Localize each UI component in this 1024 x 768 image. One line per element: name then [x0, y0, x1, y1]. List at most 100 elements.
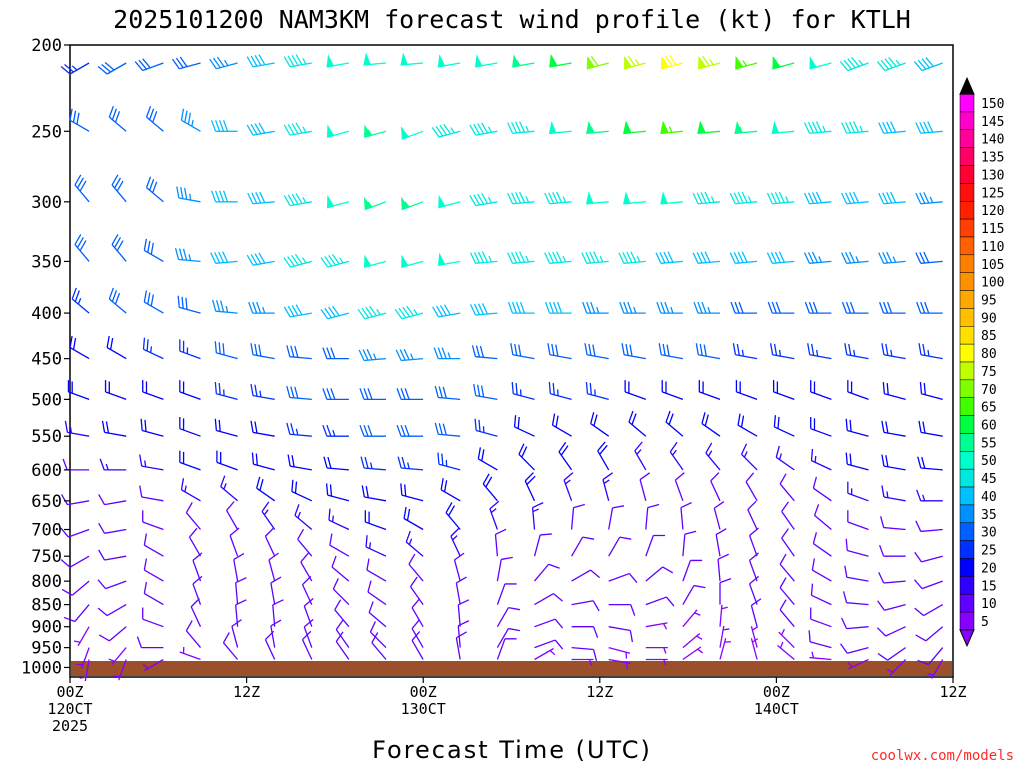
wind-barb: [878, 572, 906, 584]
wind-barb: [778, 628, 795, 649]
wind-barb: [291, 479, 313, 502]
wind-barb: [628, 410, 647, 437]
wind-barb: [748, 552, 759, 582]
wind-barb: [524, 472, 536, 502]
wind-barb: [433, 347, 461, 360]
colorbar-swatch: [959, 576, 975, 595]
wind-barb: [779, 473, 795, 502]
wind-barb: [715, 528, 727, 557]
wind-barb: [142, 658, 164, 672]
wind-barb: [747, 500, 758, 530]
y-tick-label: 600: [31, 461, 62, 481]
wind-barb: [250, 343, 275, 360]
wind-barb: [283, 193, 312, 207]
wind-barb: [179, 339, 201, 360]
wind-barb: [434, 422, 461, 437]
wind-speed-colorbar: 1501451401351301251201151101051009590858…: [959, 76, 1004, 648]
wind-barb: [176, 186, 201, 203]
y-tick-label: 250: [31, 122, 62, 142]
colorbar-label: 70: [981, 383, 997, 398]
y-tick-label: 950: [31, 639, 62, 659]
wind-barb: [210, 251, 238, 264]
wind-barb: [876, 57, 906, 72]
wind-barb: [841, 191, 869, 205]
colorbar-label: 95: [981, 293, 997, 308]
wind-barb: [803, 251, 832, 264]
wind-barb: [544, 251, 572, 264]
wind-barb: [496, 556, 513, 582]
wind-barb: [256, 476, 276, 502]
wind-barb: [697, 120, 721, 134]
wind-barb: [139, 454, 164, 471]
wind-barb: [431, 123, 461, 138]
wind-barb: [190, 598, 202, 627]
wind-barb: [270, 576, 282, 605]
wind-barb: [645, 658, 668, 666]
wind-barb: [845, 538, 869, 557]
wind-barb: [917, 456, 943, 471]
colorbar-label: 125: [981, 186, 1004, 201]
wind-barb: [67, 380, 90, 401]
wind-barb: [914, 551, 943, 563]
wind-barb: [358, 348, 387, 362]
wind-barb: [682, 559, 703, 582]
wind-barb: [272, 599, 284, 627]
wind-barb: [251, 452, 275, 471]
wind-barb: [531, 502, 544, 530]
wind-barb: [60, 555, 90, 568]
colorbar-label: 90: [981, 311, 997, 326]
wind-barb: [701, 412, 721, 437]
wind-barb: [185, 502, 201, 530]
wind-barb: [104, 380, 127, 401]
wind-barb: [682, 530, 697, 557]
colorbar-label: 10: [981, 597, 997, 612]
wind-barb: [847, 510, 869, 531]
wind-barb: [143, 290, 164, 314]
colorbar-swatch: [959, 415, 975, 434]
wind-barb: [656, 301, 683, 314]
wind-barb: [283, 304, 312, 318]
wind-barb: [766, 191, 795, 205]
wind-barb: [608, 646, 631, 659]
chart-title: 2025101200 NAM3KM forecast wind profile …: [113, 5, 911, 34]
wind-barb: [248, 301, 275, 314]
wind-barb: [717, 553, 729, 582]
wind-barb: [303, 598, 314, 627]
wind-barb: [767, 301, 795, 314]
wind-barb: [571, 536, 595, 557]
wind-barb: [639, 472, 651, 501]
wind-barb: [489, 500, 500, 530]
wind-barb: [732, 343, 758, 360]
wind-barb: [60, 527, 90, 538]
wind-barb: [60, 62, 90, 75]
y-tick-label: 500: [31, 390, 62, 410]
wind-barb: [222, 632, 239, 660]
wind-barb: [142, 510, 164, 531]
wind-barb: [534, 647, 556, 661]
wind-barb: [229, 527, 240, 557]
wind-barb: [571, 646, 598, 661]
colorbar-label: 50: [981, 454, 997, 469]
wind-barb: [878, 301, 906, 314]
wind-barb: [645, 503, 660, 530]
colorbar-label: 20: [981, 561, 997, 576]
wind-barb: [810, 607, 832, 628]
wind-barb: [496, 607, 521, 628]
wind-barb: [98, 522, 127, 534]
wind-barb: [220, 475, 239, 502]
wind-barb: [303, 618, 314, 648]
colorbar-label: 120: [981, 204, 1004, 219]
wind-barb: [286, 386, 312, 401]
wind-barb: [496, 583, 517, 605]
wind-barb: [246, 54, 275, 68]
colorbar-label: 115: [981, 222, 1004, 237]
wind-barb: [803, 191, 832, 205]
wind-barb: [396, 424, 424, 437]
wind-barb: [212, 299, 238, 314]
wind-barb: [403, 506, 424, 531]
wind-barb: [548, 120, 572, 134]
wind-barb: [363, 196, 387, 211]
wind-barb: [571, 658, 594, 666]
wind-barb: [477, 447, 498, 471]
